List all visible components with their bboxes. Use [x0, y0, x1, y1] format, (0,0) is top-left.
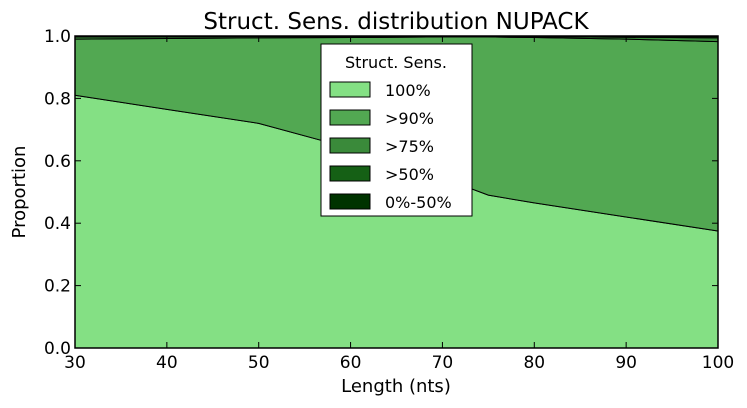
legend-items: 100% >90% >75% >50% 0%-50%	[329, 81, 452, 212]
axis-ticks: 30 40 50 60 70 80 90 100 0.0 0.2 0.4 0.6 0.8 1.0	[44, 27, 734, 373]
legend-label: >75%	[385, 137, 434, 156]
legend-label: >90%	[385, 109, 434, 128]
x-tick-label: 30	[64, 353, 86, 373]
y-tick-label: 0.6	[44, 152, 71, 172]
x-tick-label: 80	[523, 353, 545, 373]
x-tick-label: 40	[156, 353, 178, 373]
legend-swatch	[329, 137, 371, 154]
legend-swatch	[329, 109, 371, 126]
x-tick-label: 50	[248, 353, 270, 373]
y-tick-label: 0.2	[44, 277, 71, 297]
x-tick-label: 90	[615, 353, 637, 373]
plot-frame	[74, 35, 719, 349]
legend-swatch	[329, 81, 371, 98]
legend: Struct. Sens. 100% >90% >75% >50% 0%-50%	[320, 43, 473, 217]
legend-label: 100%	[385, 81, 431, 100]
y-tick-label: 0.8	[44, 89, 71, 109]
chart-title: Struct. Sens. distribution NUPACK	[203, 9, 589, 35]
x-tick-label: 100	[702, 353, 734, 373]
x-axis-label: Length (nts)	[341, 376, 451, 397]
y-tick-label: 0.0	[44, 339, 71, 359]
legend-swatch	[329, 165, 371, 182]
legend-label: >50%	[385, 165, 434, 184]
y-tick-label: 1.0	[44, 27, 71, 47]
legend-label: 0%-50%	[385, 193, 452, 212]
x-tick-label: 70	[432, 353, 454, 373]
legend-title: Struct. Sens.	[345, 53, 447, 72]
x-tick-label: 60	[340, 353, 362, 373]
y-axis-label: Proportion	[9, 146, 30, 239]
legend-swatch	[329, 193, 371, 210]
legend-box	[320, 43, 473, 217]
y-tick-label: 0.4	[44, 214, 71, 234]
